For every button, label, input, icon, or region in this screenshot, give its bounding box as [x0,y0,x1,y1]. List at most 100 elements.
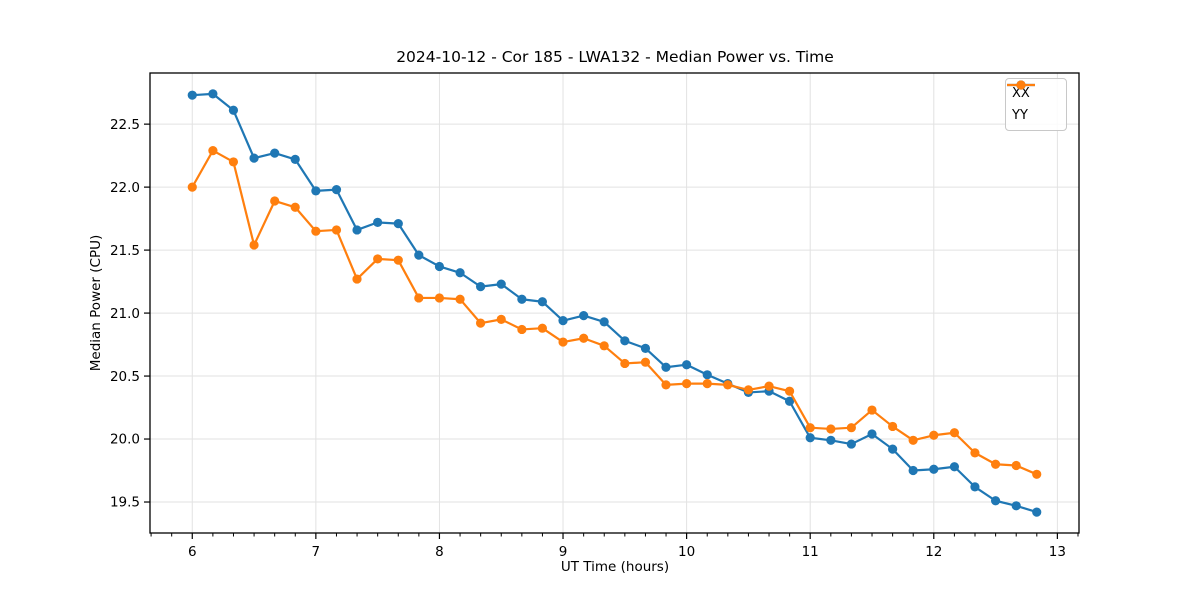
data-point-xx [620,336,630,346]
data-point-xx [331,185,342,195]
data-point-yy [517,324,527,335]
data-point-xx [537,297,547,307]
data-point-xx [949,462,960,472]
data-point-xx [1011,501,1021,511]
data-point-yy [949,428,960,438]
data-point-xx [373,217,383,227]
data-point-xx [187,90,197,100]
data-point-yy [1032,469,1042,479]
plot-border [149,72,1080,534]
y-tick-label: 21.5 [110,243,140,259]
data-point-xx [867,429,877,439]
data-point-yy [208,145,218,156]
data-point-yy [661,380,671,390]
data-point-yy [187,182,197,192]
data-point-yy [702,379,712,389]
data-point-xx [784,396,795,406]
data-point-yy [888,421,898,432]
data-point-yy [270,196,280,206]
data-point-yy [249,240,259,250]
data-point-xx [682,360,692,370]
y-tick-label: 20.0 [110,432,140,448]
series-line-yy [191,149,1038,476]
data-point-yy [579,333,589,343]
data-point-yy [496,314,506,324]
data-point-xx [290,154,300,165]
data-point-xx [311,186,321,196]
data-point-yy [455,294,465,304]
data-point-xx [929,464,939,474]
data-point-yy [990,459,1001,469]
legend-sample-yy [1007,80,1035,90]
data-point-yy [723,380,733,390]
legend-marker-icon [1016,80,1026,90]
data-point-yy [682,379,692,389]
data-point-yy [434,293,445,303]
data-point-xx [475,282,486,292]
y-tick-label: 22.5 [110,117,140,133]
data-point-xx [352,225,362,235]
data-point-xx [455,268,465,278]
data-point-xx [805,433,815,443]
data-point-yy [475,318,486,328]
data-point-yy [908,435,918,445]
x-tick-label: 6 [188,544,197,560]
data-point-xx [496,279,506,289]
data-point-yy [867,405,877,415]
data-point-xx [826,435,836,445]
x-tick-label: 12 [925,544,942,560]
x-axis-label: UT Time (hours) [560,559,670,575]
x-tick-label: 8 [435,544,444,560]
data-point-xx [414,250,424,260]
data-point-yy [599,341,609,351]
data-point-xx [702,370,712,380]
y-tick-label: 22.0 [110,180,140,196]
data-point-xx [908,465,918,476]
data-point-yy [331,225,342,235]
data-point-yy [414,293,424,303]
legend: XX YY [1005,78,1067,131]
data-point-xx [990,496,1001,506]
data-point-yy [805,423,815,433]
x-tick-label: 7 [312,544,321,560]
data-point-yy [640,357,651,367]
data-point-xx [228,105,239,115]
data-point-yy [826,424,836,434]
data-point-xx [661,362,671,372]
data-point-yy [352,274,362,284]
data-point-xx [270,148,280,158]
y-tick-label: 21.0 [110,306,140,322]
data-point-xx [517,294,527,304]
data-point-xx [599,317,609,327]
y-tick-label: 19.5 [110,495,140,511]
data-point-yy [1011,460,1021,471]
data-point-xx [640,343,651,353]
data-point-yy [929,430,939,440]
data-point-xx [393,219,403,229]
data-point-xx [208,89,218,99]
data-point-yy [537,323,547,333]
data-point-xx [579,310,589,321]
data-point-yy [764,381,774,391]
data-point-xx [888,444,898,454]
data-point-xx [846,439,856,449]
data-point-xx [970,482,980,492]
data-point-yy [373,254,383,264]
data-point-xx [434,261,445,272]
data-point-yy [784,386,795,396]
data-point-yy [558,337,568,347]
data-point-xx [1032,507,1042,517]
y-tick-label: 20.5 [110,369,140,385]
legend-entry-yy: YY [1007,80,1060,126]
series-line-xx [191,92,1038,514]
x-tick-label: 13 [1049,544,1066,560]
data-point-xx [558,316,568,326]
legend-label-xx: XX [1012,85,1030,101]
x-tick-label: 9 [559,544,568,560]
data-point-xx [249,153,259,163]
y-axis-label: Median Power (CPU) [88,234,104,372]
data-point-yy [743,385,754,395]
legend-label-yy: YY [1012,107,1028,123]
